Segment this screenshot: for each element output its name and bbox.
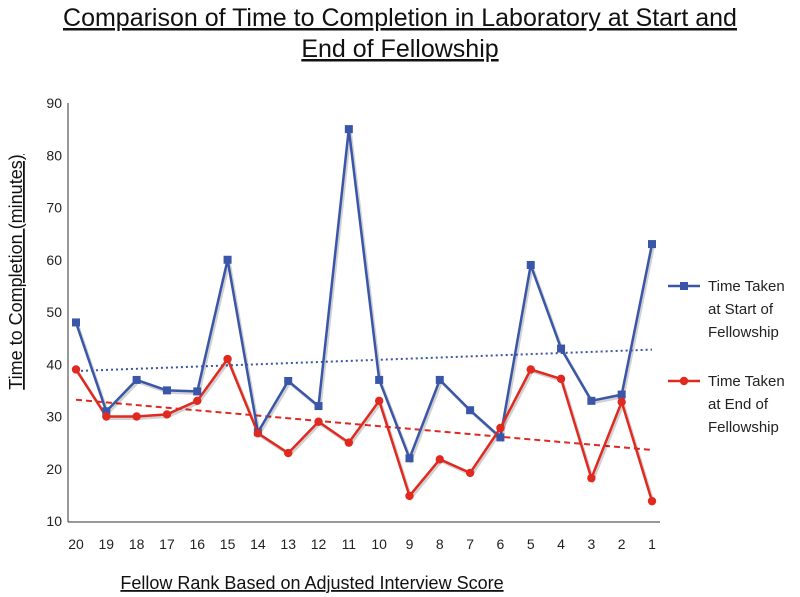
y-tick-label: 20 [46, 461, 62, 477]
legend-label: at End of [708, 396, 769, 413]
x-tick-label: 11 [342, 536, 357, 552]
series-lines [74, 127, 655, 504]
x-tick-label: 18 [129, 536, 145, 552]
data-point [587, 396, 596, 405]
x-tick-label: 17 [159, 536, 175, 552]
data-point [465, 468, 475, 478]
data-point [344, 438, 354, 447]
data-point [587, 473, 596, 483]
data-point [284, 448, 293, 458]
series-line-shadow [76, 357, 655, 504]
x-tick-label: 9 [406, 536, 414, 552]
series-line-shadow [76, 130, 655, 465]
x-tick-label: 2 [618, 536, 626, 552]
x-tick-label: 3 [587, 536, 595, 552]
data-point [162, 410, 172, 419]
x-tick-label: 6 [497, 536, 505, 552]
data-point [617, 397, 626, 407]
x-axis-label: Fellow Rank Based on Adjusted Interview … [120, 573, 503, 593]
legend-label: Time Taken [708, 278, 785, 295]
data-point [193, 387, 202, 396]
data-point [526, 260, 535, 269]
data-point [617, 390, 626, 399]
data-point [375, 375, 384, 384]
x-tick-label: 7 [466, 536, 474, 552]
y-tick-label: 40 [46, 356, 62, 372]
axes [67, 103, 660, 523]
x-tick-label: 20 [68, 536, 84, 552]
series-markers [71, 125, 657, 506]
legend-marker [680, 282, 688, 290]
x-tick-label: 8 [436, 536, 444, 552]
x-tick-label: 14 [250, 536, 266, 552]
chart-title-line-1: Comparison of Time to Completion in Labo… [63, 4, 737, 32]
y-axis-ticks: 10 20 30 40 50 60 70 80 90 [46, 95, 62, 529]
data-point [72, 318, 80, 327]
data-point [193, 396, 202, 406]
data-point [314, 402, 323, 411]
legend-label: Fellowship [708, 324, 779, 341]
y-tick-label: 70 [46, 200, 62, 216]
legend-label: Time Taken [708, 373, 785, 390]
y-tick-label: 60 [46, 252, 62, 268]
legend-label: Fellowship [708, 419, 779, 436]
y-axis-label: Time to Completion (minutes) [6, 154, 26, 389]
x-axis-ticks: 20 19 18 17 16 15 14 13 12 11 10 9 8 7 6 5 4 3 2 1 [68, 536, 656, 552]
data-point [344, 125, 353, 134]
data-point [647, 496, 657, 506]
data-point [132, 375, 141, 384]
series-line-1 [74, 127, 654, 460]
data-point [496, 433, 505, 442]
data-point [557, 344, 566, 353]
data-point [314, 417, 323, 426]
data-point [71, 365, 81, 374]
data-point [223, 255, 232, 264]
series-line-2 [74, 357, 654, 502]
data-point [526, 365, 535, 374]
y-tick-label: 30 [46, 409, 62, 425]
data-point [648, 240, 656, 249]
data-point [102, 407, 111, 416]
y-tick-label: 80 [46, 147, 62, 163]
data-point [405, 454, 414, 463]
data-point [466, 406, 475, 415]
x-tick-label: 15 [220, 536, 236, 552]
x-tick-label: 1 [648, 536, 656, 552]
trendline-series-2 [75, 398, 653, 451]
trendlines [75, 348, 653, 451]
data-point [162, 386, 171, 395]
data-point [405, 491, 414, 501]
x-tick-label: 16 [189, 536, 205, 552]
x-tick-label: 10 [371, 536, 387, 552]
x-tick-label: 5 [527, 536, 535, 552]
x-tick-label: 19 [99, 536, 115, 552]
data-point [496, 423, 505, 433]
x-tick-label: 13 [280, 536, 296, 552]
legend-marker [679, 376, 689, 386]
legend-label: at Start of [708, 301, 774, 318]
chart-title-line-2: End of Fellowship [301, 35, 498, 63]
chart-title: Comparison of Time to Completion in Labo… [63, 4, 737, 63]
data-point [435, 375, 444, 384]
data-point [102, 412, 111, 421]
trendline-series-1 [75, 348, 653, 373]
data-point [435, 455, 444, 464]
y-tick-label: 50 [46, 304, 62, 320]
data-point [284, 376, 293, 385]
x-tick-label: 4 [557, 536, 565, 552]
x-tick-label: 12 [311, 536, 327, 552]
y-tick-label: 10 [46, 513, 62, 529]
data-point [374, 396, 384, 406]
legend-item-2: Time Taken at End of Fellowship [668, 373, 785, 436]
data-point [253, 429, 263, 438]
data-point [223, 354, 232, 364]
legend-item-1: Time Taken at Start of Fellowship [668, 278, 785, 341]
data-point [556, 374, 566, 384]
y-tick-label: 90 [46, 95, 62, 111]
data-point [132, 412, 141, 421]
